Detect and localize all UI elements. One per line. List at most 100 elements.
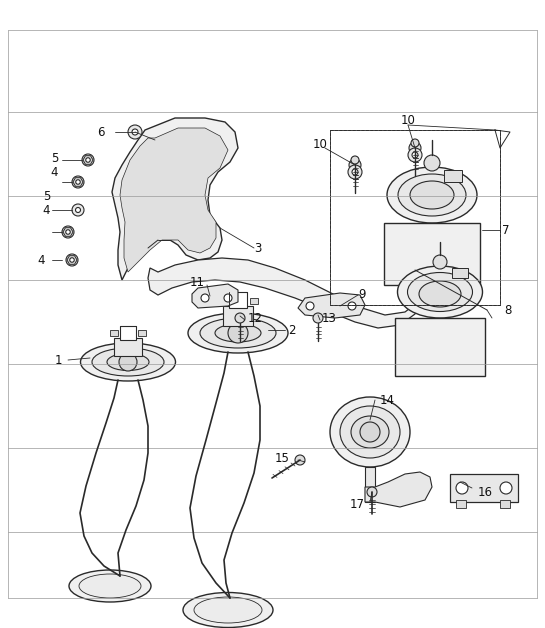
Bar [223, 306, 253, 326]
Bar [330, 130, 500, 305]
Bar [229, 292, 247, 308]
Bar [120, 326, 136, 340]
Bar [500, 500, 510, 508]
Ellipse shape [92, 348, 164, 376]
Bar [114, 338, 142, 356]
Circle shape [360, 422, 380, 442]
Bar [384, 223, 480, 285]
Ellipse shape [215, 324, 261, 342]
Circle shape [313, 313, 323, 323]
Circle shape [424, 155, 440, 171]
Text: 16: 16 [478, 485, 493, 499]
Bar [138, 330, 146, 336]
Circle shape [66, 254, 78, 266]
Text: 17: 17 [350, 499, 365, 511]
Circle shape [72, 204, 84, 216]
Text: 4: 4 [43, 203, 50, 217]
Polygon shape [298, 293, 365, 318]
Ellipse shape [79, 574, 141, 598]
Bar [365, 467, 375, 502]
Circle shape [128, 125, 142, 139]
Polygon shape [120, 128, 228, 272]
Circle shape [62, 226, 74, 238]
Ellipse shape [200, 318, 276, 348]
Circle shape [82, 154, 94, 166]
Circle shape [456, 482, 468, 494]
Circle shape [411, 139, 419, 147]
Bar [452, 268, 468, 278]
Circle shape [409, 142, 421, 154]
Text: 10: 10 [313, 139, 328, 151]
Circle shape [348, 302, 356, 310]
Circle shape [76, 207, 81, 212]
Circle shape [295, 455, 305, 465]
Circle shape [224, 294, 232, 302]
Bar [395, 318, 485, 376]
Text: 10: 10 [401, 114, 415, 126]
Circle shape [235, 313, 245, 323]
Polygon shape [365, 472, 432, 507]
Circle shape [201, 294, 209, 302]
Circle shape [132, 129, 138, 135]
Text: 6: 6 [98, 126, 105, 139]
Text: 5: 5 [51, 151, 58, 165]
Circle shape [76, 180, 81, 185]
Ellipse shape [410, 181, 454, 209]
Text: 12: 12 [248, 311, 263, 325]
Text: 13: 13 [322, 311, 337, 325]
Circle shape [86, 158, 90, 162]
Circle shape [348, 165, 362, 179]
Circle shape [408, 148, 422, 162]
Circle shape [433, 255, 447, 269]
Circle shape [70, 257, 74, 263]
Bar [250, 298, 258, 304]
Ellipse shape [107, 354, 149, 371]
Text: 4: 4 [51, 166, 58, 178]
Polygon shape [148, 258, 422, 328]
Ellipse shape [351, 416, 389, 448]
Circle shape [352, 169, 358, 175]
Ellipse shape [398, 174, 466, 216]
Bar [330, 130, 500, 305]
Text: 15: 15 [275, 452, 290, 465]
Text: 14: 14 [380, 394, 395, 406]
Text: 7: 7 [502, 224, 510, 237]
Circle shape [351, 156, 359, 164]
Circle shape [66, 230, 70, 234]
Text: 3: 3 [254, 242, 262, 254]
Text: 8: 8 [504, 303, 511, 317]
Circle shape [72, 176, 84, 188]
Text: 1: 1 [54, 354, 62, 367]
Circle shape [228, 323, 248, 343]
Bar [444, 170, 462, 182]
Ellipse shape [81, 343, 175, 381]
Ellipse shape [330, 397, 410, 467]
Circle shape [367, 487, 377, 497]
Text: 2: 2 [288, 323, 295, 337]
Circle shape [65, 229, 70, 234]
Circle shape [86, 158, 90, 163]
Ellipse shape [387, 167, 477, 223]
Ellipse shape [69, 570, 151, 602]
Ellipse shape [194, 597, 262, 623]
Circle shape [70, 257, 75, 263]
Text: 4: 4 [38, 254, 45, 266]
Circle shape [119, 353, 137, 371]
Ellipse shape [397, 266, 482, 318]
Circle shape [349, 159, 361, 171]
Circle shape [76, 180, 80, 184]
Ellipse shape [408, 273, 473, 311]
Polygon shape [192, 284, 238, 308]
Text: 9: 9 [358, 288, 366, 301]
Ellipse shape [340, 406, 400, 458]
Polygon shape [112, 118, 238, 280]
Text: 11: 11 [190, 276, 205, 288]
Bar [450, 474, 518, 502]
Bar [110, 330, 118, 336]
Ellipse shape [419, 281, 461, 307]
Ellipse shape [183, 592, 273, 627]
Circle shape [306, 302, 314, 310]
Bar [218, 298, 226, 304]
Circle shape [500, 482, 512, 494]
Circle shape [412, 152, 418, 158]
